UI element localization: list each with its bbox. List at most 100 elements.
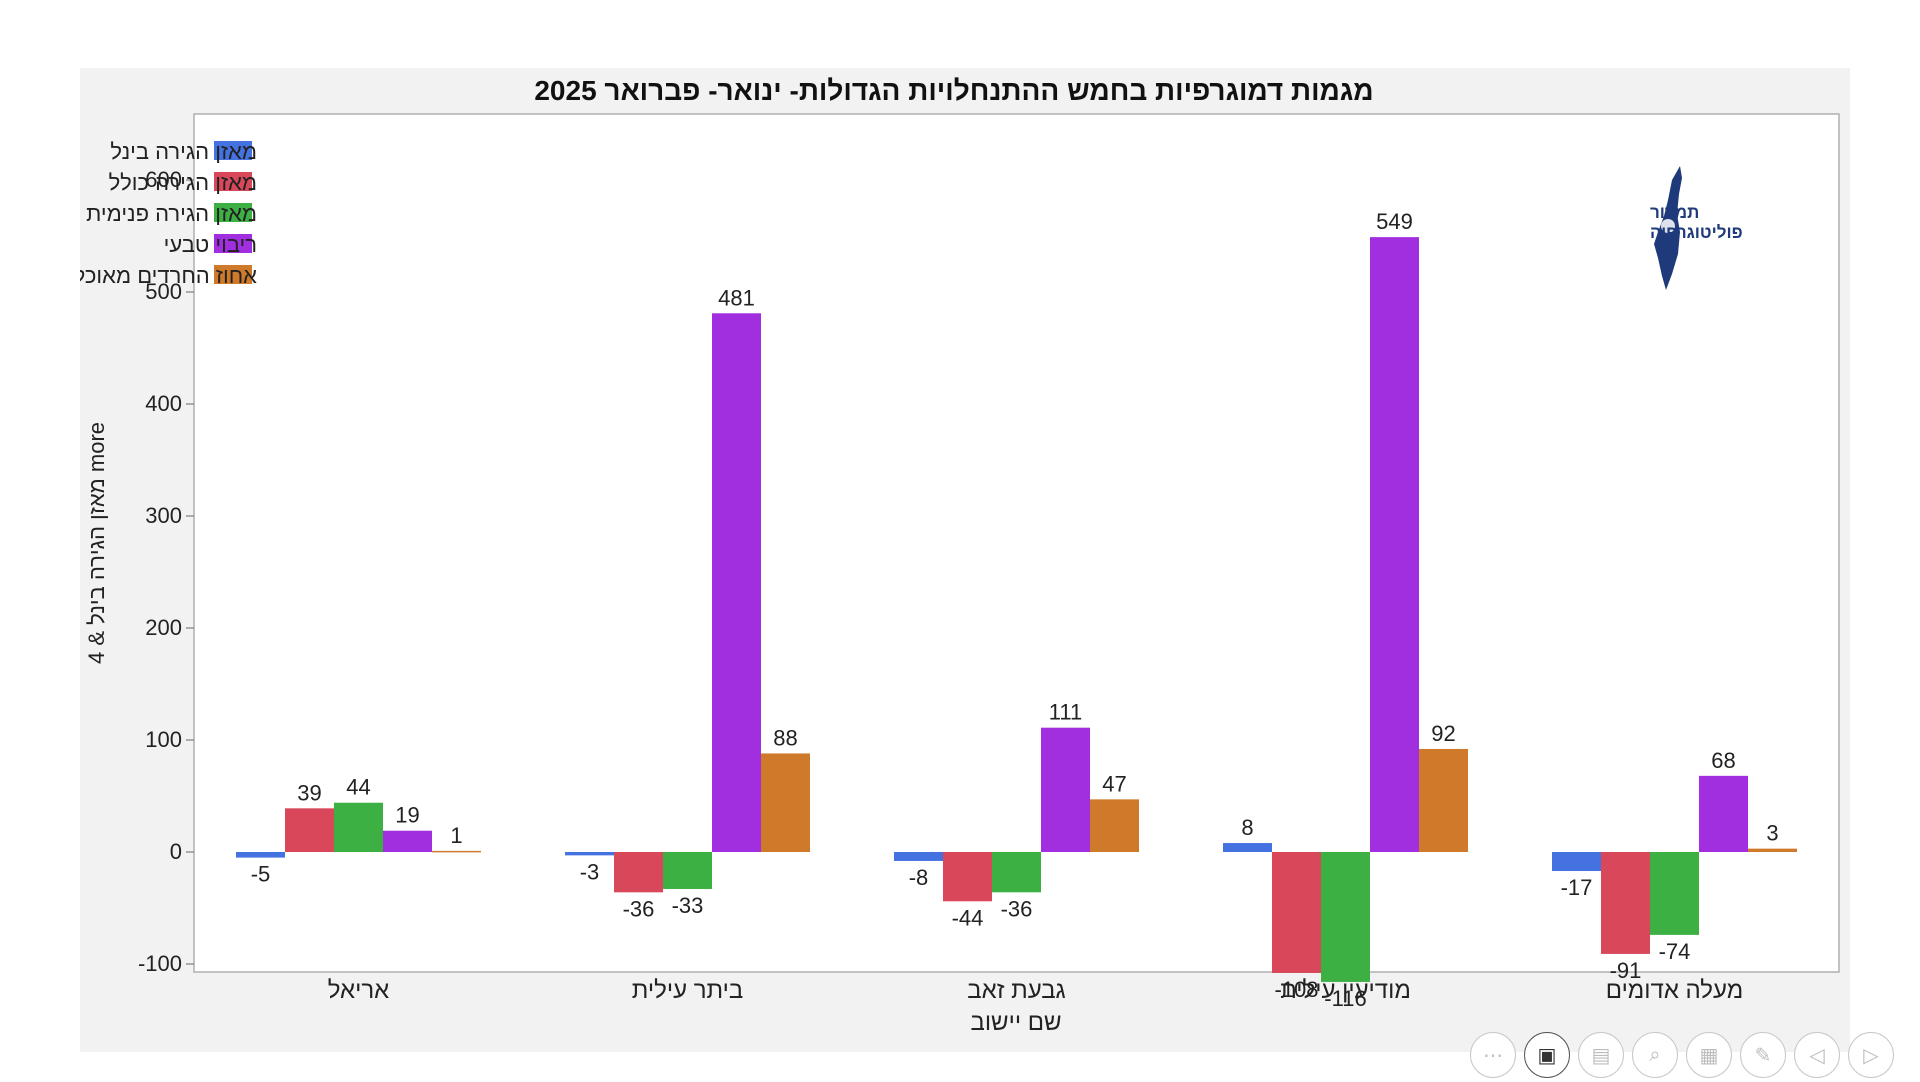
y-tick-label: 400 xyxy=(145,391,182,416)
logo: תמרור פוליטוגרפיה xyxy=(1650,166,1743,290)
bar xyxy=(236,852,285,858)
y-tick-label: 500 xyxy=(145,279,182,304)
bar xyxy=(894,852,943,861)
bar xyxy=(761,753,810,852)
data-label: 68 xyxy=(1711,748,1735,773)
camera-button[interactable]: ▣ xyxy=(1524,1032,1570,1078)
legend-label: מאזן הגירה כולל xyxy=(109,170,257,195)
x-category-label: ביתר עילית xyxy=(632,977,743,1004)
bar xyxy=(334,802,383,852)
data-label: -5 xyxy=(251,862,271,887)
data-label: 88 xyxy=(773,725,797,750)
data-label: 44 xyxy=(346,775,370,800)
y-tick-label: 0 xyxy=(170,839,182,864)
data-label: -74 xyxy=(1659,939,1691,964)
data-label: -44 xyxy=(952,905,984,930)
next-button[interactable]: ▷ xyxy=(1848,1032,1894,1078)
bar xyxy=(565,852,614,856)
data-label: -36 xyxy=(1001,896,1033,921)
zoom-button[interactable]: ⌕ xyxy=(1632,1032,1678,1078)
bar xyxy=(1272,852,1321,973)
y-tick-label: 600 xyxy=(145,167,182,192)
legend-swatch xyxy=(214,203,252,222)
x-category-label: מעלה אדומים xyxy=(1606,977,1743,1004)
subtitles-icon: ▤ xyxy=(1591,1044,1611,1067)
bar xyxy=(1223,843,1272,852)
data-label: 3 xyxy=(1766,821,1778,846)
y-tick-label: 300 xyxy=(145,503,182,528)
data-label: -33 xyxy=(672,893,704,918)
data-label: -17 xyxy=(1561,875,1593,900)
legend-label: ריבוי טבעי xyxy=(164,232,257,257)
y-tick-label: -100 xyxy=(138,951,182,976)
bar xyxy=(1419,748,1468,852)
previous-icon: ◁ xyxy=(1809,1044,1825,1067)
previous-button[interactable]: ◁ xyxy=(1794,1032,1840,1078)
legend-swatch xyxy=(214,172,252,191)
bar xyxy=(712,313,761,852)
slide-area: מגמות דמוגרפיות בחמש ההתנחלויות הגדולות-… xyxy=(80,68,1850,1052)
slides-button[interactable]: ▦ xyxy=(1686,1032,1732,1078)
legend: מאזן הגירה בינל מאזן הגירה כולל מאזן הגירה… xyxy=(80,139,257,288)
bar xyxy=(432,850,481,853)
data-label: -91 xyxy=(1610,958,1642,983)
legend-swatch xyxy=(214,234,252,253)
pen-button[interactable]: ✎ xyxy=(1740,1032,1786,1078)
bar xyxy=(614,852,663,893)
bar xyxy=(1699,775,1748,852)
bar xyxy=(285,808,334,852)
data-label: -3 xyxy=(580,859,600,884)
more-button[interactable]: ⋯ xyxy=(1470,1032,1516,1078)
camera-icon: ▣ xyxy=(1537,1044,1557,1067)
data-label: 1 xyxy=(450,823,462,848)
y-axis-label: מאזן הגירה בינל & 4 more xyxy=(84,422,109,664)
data-label: -116 xyxy=(1324,986,1366,1011)
legend-label: אחוז החרדים מאוכלוסיית היישוב xyxy=(80,263,257,288)
bar xyxy=(1552,852,1601,872)
data-label: 47 xyxy=(1102,771,1126,796)
slides-icon: ▦ xyxy=(1699,1044,1719,1067)
y-tick-label: 100 xyxy=(145,727,182,752)
data-label: 92 xyxy=(1431,721,1455,746)
data-label: 111 xyxy=(1049,700,1082,725)
presentation-controls: ⋯ ▣ ▤ ⌕ ▦ ✎ ◁ ▷ xyxy=(1470,1032,1894,1082)
pen-icon: ✎ xyxy=(1754,1044,1772,1067)
bar-chart: מגמות דמוגרפיות בחמש ההתנחלויות הגדולות-… xyxy=(80,75,1840,1036)
plot-area xyxy=(193,113,1840,973)
data-label: -8 xyxy=(909,865,929,890)
data-label: 19 xyxy=(395,803,419,828)
bar xyxy=(1650,852,1699,935)
x-axis-label: שם יישוב xyxy=(970,1009,1061,1036)
data-label: -36 xyxy=(623,896,655,921)
legend-label: מאזן הגירה בינל xyxy=(110,139,257,164)
bar xyxy=(1601,852,1650,954)
chart-title: מגמות דמוגרפיות בחמש ההתנחלויות הגדולות-… xyxy=(534,75,1373,106)
bar xyxy=(1090,799,1139,852)
data-label: 481 xyxy=(718,285,755,310)
next-icon: ▷ xyxy=(1863,1044,1879,1067)
bar xyxy=(1748,848,1797,852)
x-category-label: גבעת זאב xyxy=(967,977,1065,1004)
more-icon: ⋯ xyxy=(1483,1044,1503,1067)
logo-line-1: תמרור xyxy=(1650,203,1699,222)
x-category-label: אריאל xyxy=(328,977,389,1004)
bar xyxy=(383,830,432,852)
data-label: 549 xyxy=(1376,209,1413,234)
bar xyxy=(1041,727,1090,852)
bar xyxy=(943,852,992,902)
data-label: 8 xyxy=(1241,815,1253,840)
data-label: -108 xyxy=(1274,977,1318,1002)
bar xyxy=(992,852,1041,893)
bar xyxy=(1370,237,1419,852)
legend-swatch xyxy=(214,141,252,160)
bar xyxy=(663,852,712,889)
zoom-icon: ⌕ xyxy=(1649,1043,1661,1066)
data-label: 39 xyxy=(297,780,321,805)
bar xyxy=(1321,852,1370,982)
y-tick-label: 200 xyxy=(145,615,182,640)
x-category-label: מודיעין עילית xyxy=(1280,977,1411,1004)
legend-label: מאזן הגירה פנימית xyxy=(86,201,257,226)
subtitles-button[interactable]: ▤ xyxy=(1578,1032,1624,1078)
logo-line-2: פוליטוגרפיה xyxy=(1650,223,1743,242)
legend-swatch xyxy=(214,265,252,284)
